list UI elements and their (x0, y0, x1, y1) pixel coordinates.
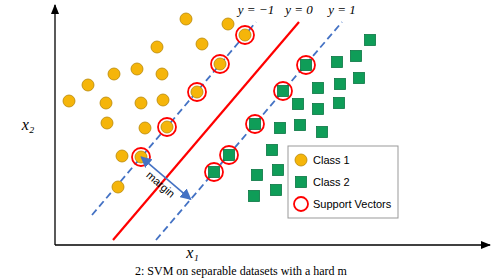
point (293, 99, 304, 110)
point (63, 95, 75, 107)
support-vector-ring (236, 26, 254, 44)
point (301, 60, 312, 71)
support-vector-ring (297, 56, 315, 74)
point (354, 73, 365, 84)
x-axis (55, 244, 490, 245)
support-vector-ring (274, 82, 292, 100)
point (313, 83, 324, 94)
point (100, 97, 112, 109)
point (116, 150, 128, 162)
series-0 (63, 13, 251, 193)
point (180, 13, 192, 25)
x-axis-label: x₁ (185, 244, 199, 261)
point (156, 68, 168, 80)
point (209, 167, 220, 178)
support-vector-ring (205, 163, 223, 181)
point (351, 51, 362, 62)
point (239, 29, 251, 41)
support-vector-ring (211, 55, 229, 73)
margin-arrow (141, 157, 190, 199)
support-vector-ring (246, 115, 264, 133)
legend-swatch (294, 197, 308, 211)
legend-swatch (295, 154, 307, 166)
y-axis (54, 5, 55, 245)
caption: 2: SVM on separable datasets with a hard… (135, 264, 348, 278)
point (214, 58, 226, 70)
support-vector-ring (158, 118, 176, 136)
boundary-line (113, 22, 299, 240)
point (295, 120, 306, 131)
legend-label: Class 1 (313, 154, 350, 166)
point (196, 38, 208, 50)
y-axis-label: x₂ (21, 116, 35, 133)
point (112, 181, 124, 193)
line-label: y = −1 (236, 2, 274, 17)
margin-label: margin (144, 169, 177, 200)
point (151, 41, 163, 53)
legend: Class 1 Class 2 Support Vectors (288, 146, 398, 218)
point (250, 119, 261, 130)
legend-label: Class 2 (313, 176, 350, 188)
point (249, 191, 260, 202)
point (108, 68, 120, 80)
boundary-line (92, 22, 256, 215)
line-label: y = 1 (326, 2, 356, 17)
point (334, 98, 345, 109)
point (191, 86, 203, 98)
point (157, 94, 169, 106)
point (135, 97, 147, 109)
point (365, 35, 376, 46)
point (313, 104, 324, 115)
point (267, 145, 278, 156)
point (161, 121, 173, 133)
point (275, 123, 286, 134)
point (82, 79, 94, 91)
point (317, 127, 328, 138)
point (131, 63, 143, 75)
support-vector-ring (220, 146, 238, 164)
point (224, 150, 235, 161)
point (335, 79, 346, 90)
legend-label: Support Vectors (313, 198, 392, 210)
support-vector-ring (188, 83, 206, 101)
point (273, 165, 284, 176)
legend-box (288, 146, 398, 218)
point (278, 86, 289, 97)
point (101, 117, 113, 129)
point (252, 170, 263, 181)
point (222, 18, 234, 30)
legend-swatch (296, 177, 307, 188)
point (271, 185, 282, 196)
chart: x₁ x₂ y = −1 y = 0 y = 1 margin Class 1 Class 2… (0, 0, 500, 278)
page: {"chart_data": { "type": "scatter", "x_l… (0, 0, 500, 278)
line-label: y = 0 (283, 2, 313, 17)
point (139, 122, 151, 134)
point (332, 57, 343, 68)
